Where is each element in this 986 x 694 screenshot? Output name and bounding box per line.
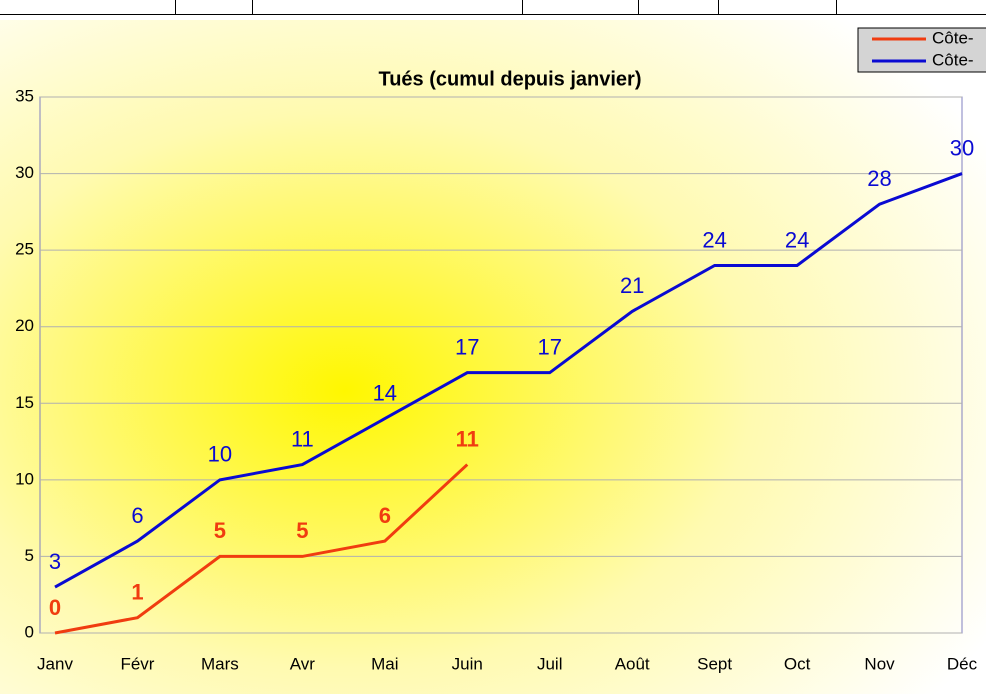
- x-tick-label: Avr: [290, 654, 316, 673]
- data-label: 10: [208, 442, 232, 467]
- legend-label: Côte-: [932, 50, 974, 69]
- x-tick-label: Mars: [201, 654, 239, 673]
- sheet-cells: [0, 0, 986, 15]
- chart-background: [0, 20, 986, 694]
- data-label: 24: [785, 227, 809, 252]
- data-label: 28: [867, 166, 891, 191]
- chart-title: Tués (cumul depuis janvier): [378, 68, 641, 90]
- series-line: [54, 172, 963, 589]
- x-tick-label: Mai: [371, 654, 398, 673]
- y-tick-label: 35: [15, 86, 34, 105]
- y-tick-label: 30: [15, 163, 34, 182]
- legend-label: Côte-: [932, 28, 974, 47]
- data-label: 5: [214, 518, 226, 543]
- x-tick-label: Janv: [37, 654, 73, 673]
- x-tick-label: Nov: [864, 654, 895, 673]
- y-tick-label: 5: [25, 546, 34, 565]
- data-label: 3: [49, 549, 61, 574]
- y-tick-label: 25: [15, 240, 34, 259]
- data-label: 6: [379, 503, 391, 528]
- x-tick-label: Févr: [120, 654, 154, 673]
- legend-box: [857, 27, 986, 73]
- data-label: 6: [131, 503, 143, 528]
- data-label: 5: [296, 518, 308, 543]
- data-label: 17: [455, 334, 479, 359]
- data-label: 11: [456, 426, 479, 451]
- data-label: 14: [373, 380, 397, 405]
- data-label: 1: [131, 579, 143, 604]
- x-tick-label: Juil: [537, 654, 563, 673]
- y-tick-label: 0: [25, 622, 34, 641]
- x-tick-label: Déc: [947, 654, 978, 673]
- x-tick-label: Sept: [697, 654, 732, 673]
- y-tick-label: 20: [15, 316, 34, 335]
- data-label: 30: [950, 135, 974, 160]
- series-line: [54, 463, 469, 635]
- data-label: 11: [291, 426, 314, 451]
- y-tick-label: 10: [15, 469, 34, 488]
- y-tick-label: 15: [15, 393, 34, 412]
- x-tick-label: Oct: [784, 654, 811, 673]
- data-label: 24: [702, 227, 726, 252]
- x-tick-label: Juin: [452, 654, 483, 673]
- legend: [857, 27, 986, 73]
- data-label: 0: [49, 595, 61, 620]
- data-label: 17: [537, 334, 561, 359]
- x-tick-label: Août: [615, 654, 650, 673]
- data-label: 21: [620, 273, 644, 298]
